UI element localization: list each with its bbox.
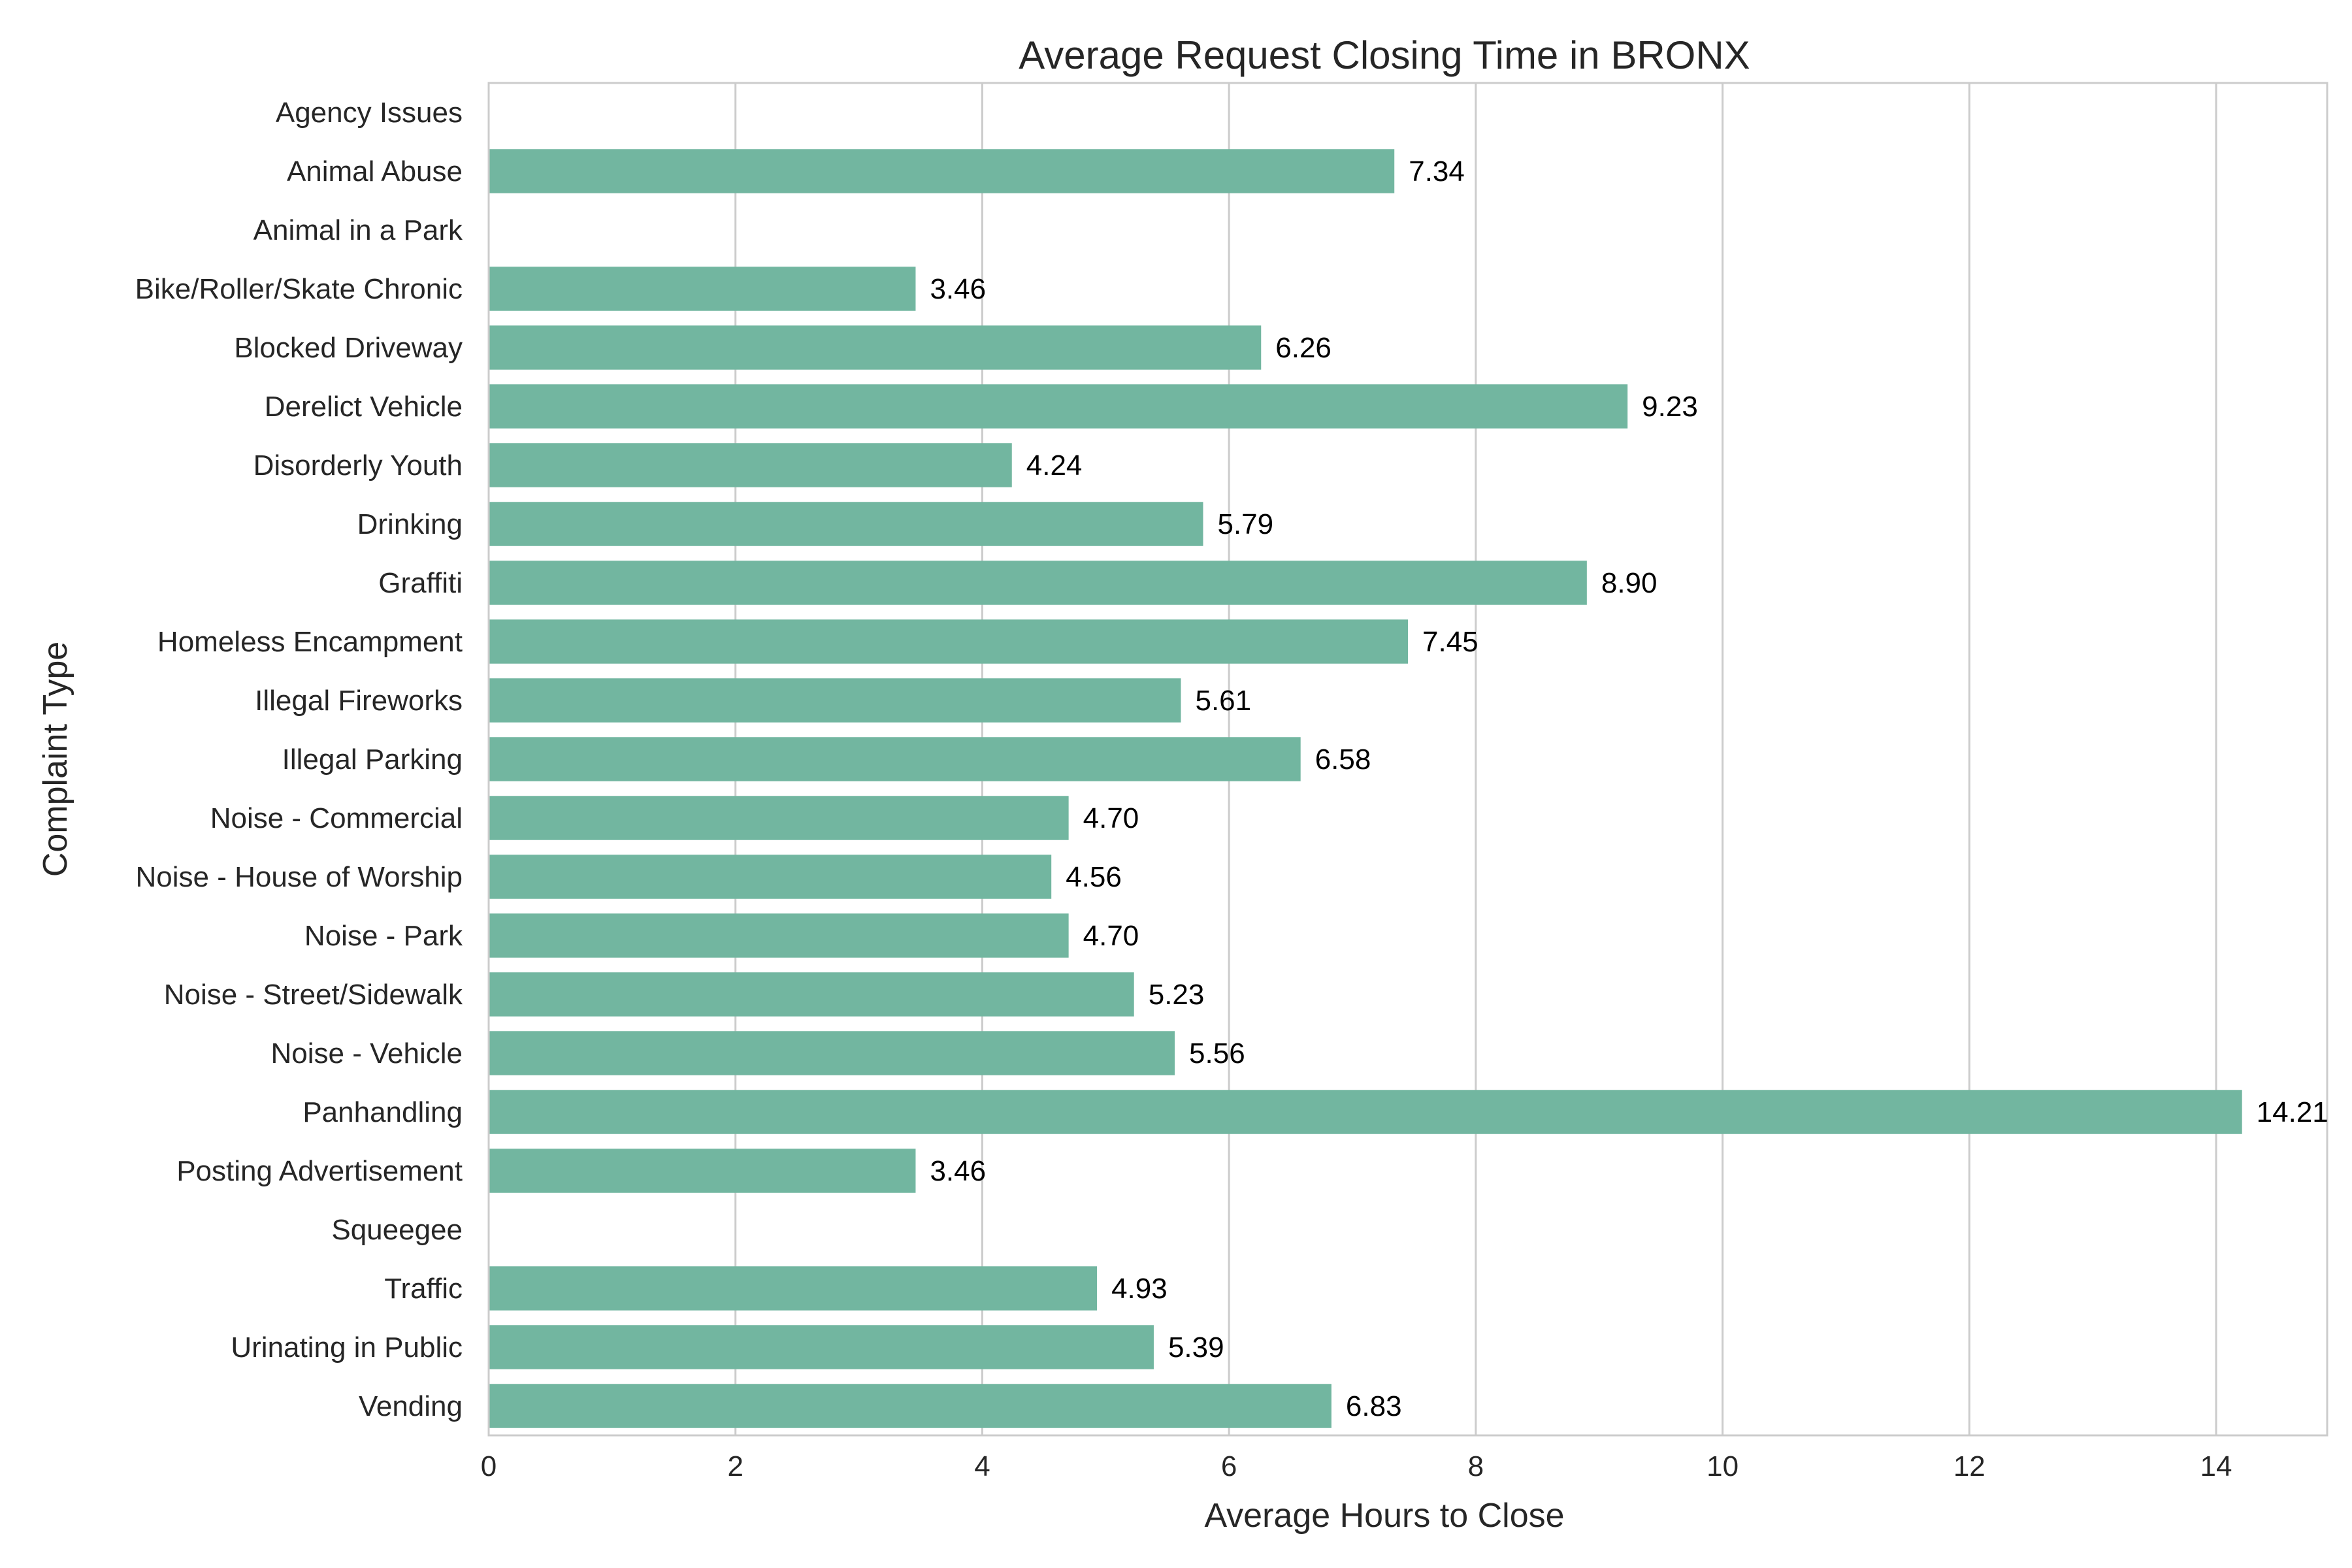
y-tick-label: Animal Abuse: [287, 155, 463, 188]
y-tick-label: Squeegee: [331, 1214, 463, 1246]
x-tick-label: 4: [974, 1450, 990, 1482]
bar: [489, 913, 1069, 958]
data-label: 5.39: [1168, 1331, 1224, 1364]
bar: [489, 149, 1395, 193]
bar: [489, 1325, 1154, 1369]
data-label: 4.24: [1026, 449, 1083, 482]
bar: [489, 1031, 1175, 1075]
y-tick-label: Graffiti: [378, 567, 463, 599]
data-label: 4.70: [1083, 920, 1139, 952]
x-tick-label: 2: [727, 1450, 743, 1482]
data-label: 5.23: [1149, 979, 1205, 1011]
bar: [489, 561, 1587, 605]
x-tick-label: 0: [481, 1450, 497, 1482]
data-label: 7.45: [1422, 626, 1478, 658]
bar: [489, 325, 1262, 370]
y-tick-label: Urinating in Public: [231, 1331, 463, 1364]
y-tick-label: Animal in a Park: [253, 214, 463, 246]
x-tick-label: 8: [1468, 1450, 1484, 1482]
data-labels: 7.34 3.46 6.26 9.23 4.24 5.79 8.90 7.45 5.61 6.58…: [930, 155, 2328, 1422]
data-label: 8.90: [1601, 567, 1658, 599]
x-tick-labels: 0 2 4 6 8 10 12 14: [481, 1450, 2232, 1482]
data-label: 6.26: [1275, 332, 1331, 364]
data-label: 4.93: [1111, 1273, 1168, 1305]
data-label: 5.56: [1189, 1037, 1245, 1070]
x-tick-label: 14: [2200, 1450, 2232, 1482]
bar: [489, 1090, 2242, 1134]
bar: [489, 678, 1181, 723]
data-label: 3.46: [930, 273, 986, 305]
y-tick-label: Noise - Vehicle: [271, 1037, 463, 1070]
data-label: 14.21: [2257, 1096, 2328, 1128]
data-label: 4.70: [1083, 802, 1139, 834]
y-tick-label: Panhandling: [302, 1096, 463, 1128]
data-label: 4.56: [1066, 861, 1122, 893]
bars: [489, 149, 2242, 1428]
x-tick-label: 12: [1953, 1450, 1985, 1482]
bar: [489, 267, 916, 311]
y-tick-label: Blocked Driveway: [234, 332, 463, 364]
y-tick-label: Vending: [359, 1390, 463, 1422]
data-label: 6.58: [1315, 743, 1371, 776]
data-label: 7.34: [1409, 155, 1465, 188]
data-label: 5.79: [1217, 508, 1273, 540]
plot-frame: [487, 82, 2328, 1437]
y-tick-label: Posting Advertisement: [176, 1155, 463, 1187]
data-label: 9.23: [1642, 391, 1698, 423]
bar: [489, 796, 1069, 840]
data-label: 5.61: [1195, 685, 1251, 717]
y-tick-label: Drinking: [357, 508, 463, 540]
bar: [489, 1266, 1098, 1311]
y-tick-label: Derelict Vehicle: [265, 391, 463, 423]
y-tick-label: Agency Issues: [276, 97, 463, 129]
plot-border: [487, 82, 2328, 1437]
y-tick-label: Bike/Roller/Skate Chronic: [135, 273, 463, 305]
y-tick-label: Noise - Commercial: [210, 802, 463, 834]
bar: [489, 855, 1052, 899]
chart-title: Average Request Closing Time in BRONX: [1019, 33, 1750, 77]
y-axis-label: Complaint Type: [37, 642, 74, 877]
bar: [489, 1149, 916, 1193]
bar: [489, 1384, 1331, 1428]
y-tick-label: Illegal Parking: [282, 743, 463, 776]
x-tick-label: 10: [1707, 1450, 1739, 1482]
y-tick-label: Illegal Fireworks: [255, 685, 463, 717]
bar: [489, 972, 1134, 1017]
y-tick-labels: Agency Issues Animal Abuse Animal in a Par…: [135, 97, 463, 1422]
data-label: 3.46: [930, 1155, 986, 1187]
y-tick-label: Homeless Encampment: [157, 626, 463, 658]
bar: [489, 384, 1628, 429]
y-tick-label: Traffic: [384, 1273, 463, 1305]
bar: [489, 619, 1408, 664]
bar: [489, 737, 1301, 781]
y-tick-label: Noise - Street/Sidewalk: [164, 979, 463, 1011]
y-tick-label: Disorderly Youth: [253, 449, 463, 482]
x-tick-label: 6: [1221, 1450, 1237, 1482]
bar: [489, 443, 1012, 487]
y-tick-label: Noise - Park: [304, 920, 463, 952]
y-tick-label: Noise - House of Worship: [136, 861, 463, 893]
data-label: 6.83: [1346, 1390, 1402, 1422]
x-axis-label: Average Hours to Close: [1204, 1497, 1564, 1535]
bar: [489, 502, 1203, 546]
